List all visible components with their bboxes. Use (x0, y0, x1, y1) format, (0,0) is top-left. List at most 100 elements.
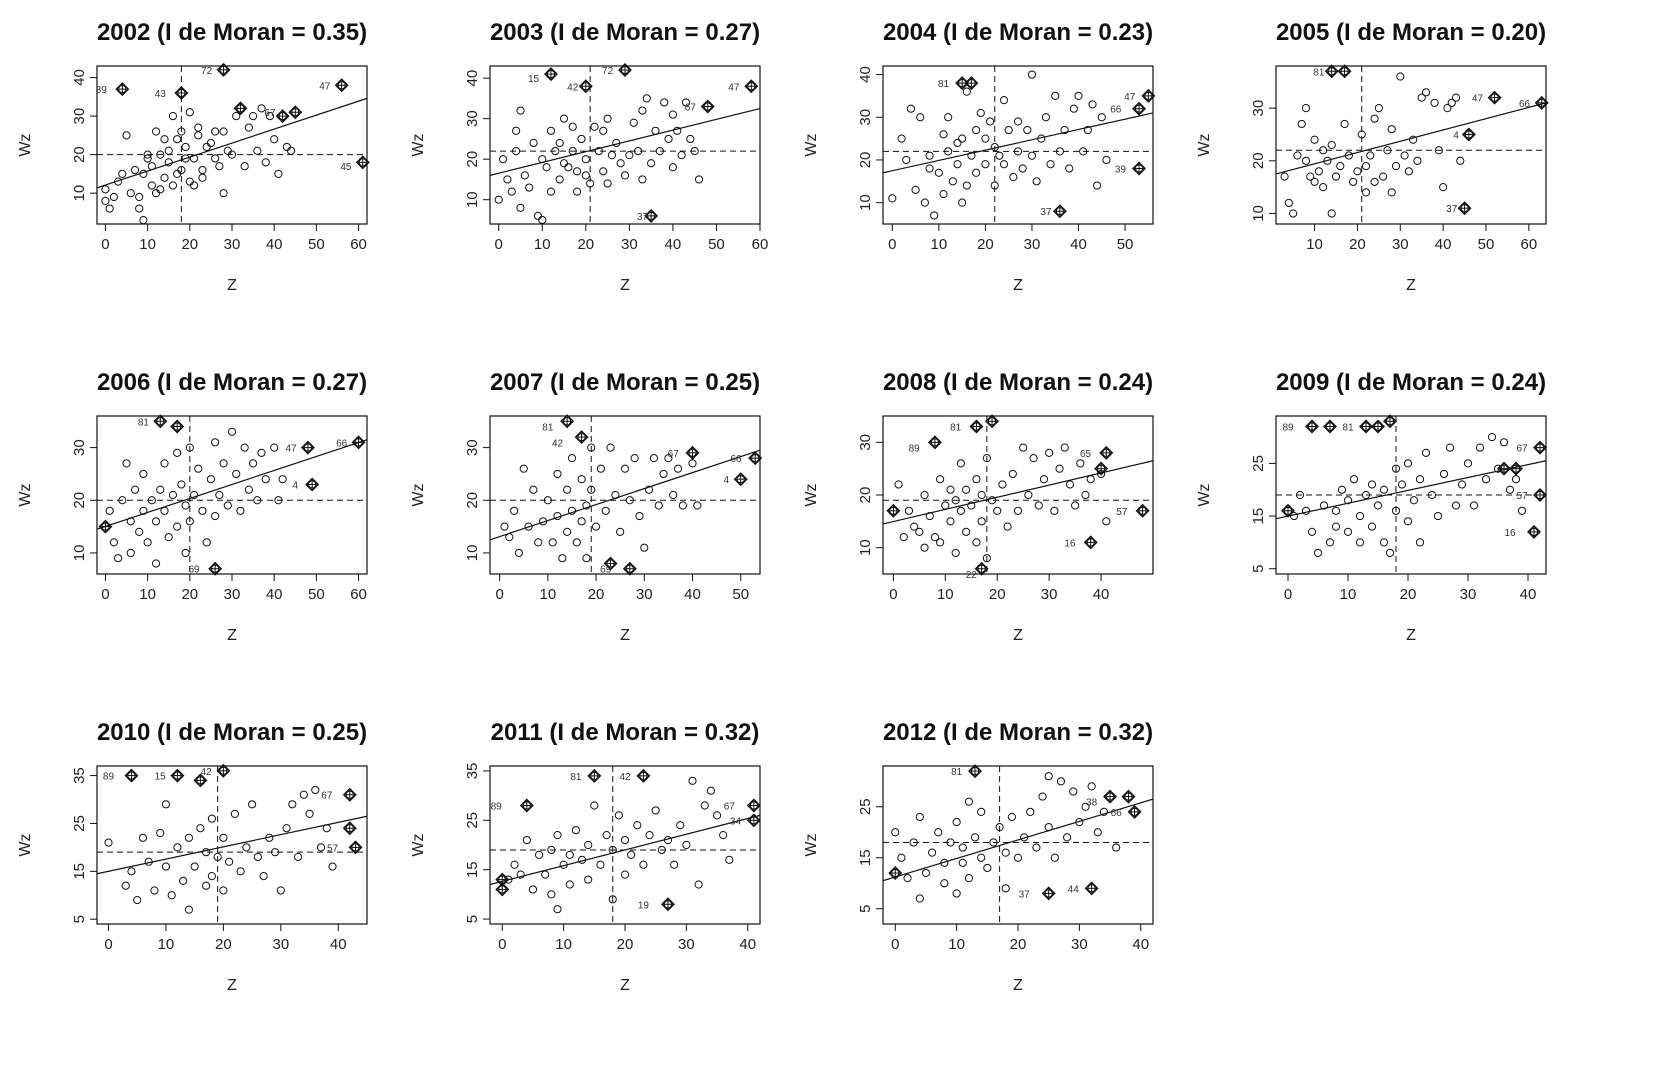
data-point (1065, 164, 1074, 173)
influential-point (927, 435, 942, 450)
data-point (512, 126, 521, 135)
data-point (1385, 548, 1395, 558)
y-tick-label: 5 (857, 905, 874, 913)
data-point (1001, 884, 1010, 893)
x-axis-label: Z (1406, 277, 1416, 294)
data-point (977, 807, 986, 816)
panel-2003: 2003 (I de Moran = 0.27) 0 10 20 30 40 50 60 10 2… (410, 19, 768, 294)
data-point (322, 824, 331, 833)
influential-point (1509, 461, 1523, 476)
data-point (1355, 538, 1365, 547)
data-point (915, 812, 924, 822)
data-point (920, 543, 929, 552)
influential-point (1324, 64, 1339, 79)
x-tick-label: 10 (555, 936, 572, 953)
data-point (1314, 167, 1323, 176)
influential-point (124, 768, 139, 783)
influential-point (1383, 414, 1397, 429)
data-point (1046, 160, 1055, 169)
influential-point (115, 82, 130, 97)
data-point (1415, 538, 1425, 547)
data-point (925, 164, 934, 173)
regression-line (96, 97, 368, 189)
influential-point (1359, 419, 1373, 434)
y-tick-label: 30 (71, 439, 88, 456)
panel-2012: 2012 (I de Moran = 0.32) 0 10 20 30 40 5 15 25 Z W… (803, 719, 1154, 994)
data-point (1102, 517, 1111, 526)
data-point (897, 853, 906, 862)
data-point (538, 215, 547, 225)
data-point (207, 814, 216, 823)
point-id-label: 42 (567, 82, 579, 93)
data-point (227, 150, 237, 159)
data-point (989, 838, 998, 847)
plot-frame (882, 415, 1154, 575)
influential-point (153, 414, 168, 429)
x-axis-label: Z (620, 277, 630, 294)
data-point (1032, 177, 1041, 186)
data-point (1343, 527, 1353, 536)
data-point (121, 881, 130, 890)
y-tick-label: 40 (857, 66, 874, 83)
data-point (534, 538, 543, 547)
y-tick-label: 25 (464, 812, 481, 829)
data-point (1069, 787, 1078, 796)
y-axis-label: Wz (803, 483, 820, 506)
data-point (138, 833, 148, 842)
data-point (690, 146, 699, 156)
data-point (151, 559, 161, 568)
data-point (219, 127, 228, 136)
y-axis-label: Wz (803, 133, 820, 156)
y-tick-label: 10 (71, 545, 88, 562)
data-point (156, 485, 165, 494)
point-id-label: 89 (1282, 423, 1294, 434)
influential-point (170, 768, 185, 783)
data-point (202, 142, 211, 152)
x-tick-label: 30 (678, 936, 695, 953)
data-point (516, 106, 525, 115)
data-point (219, 459, 228, 468)
data-point (236, 506, 245, 515)
data-point (227, 427, 237, 436)
data-point (139, 469, 148, 479)
y-tick-label: 30 (464, 439, 481, 456)
data-point (940, 879, 949, 888)
data-point (1319, 183, 1328, 192)
point-id-label: 37 (1446, 204, 1458, 215)
data-point (1055, 464, 1064, 473)
data-point (1044, 772, 1053, 781)
influential-point (1127, 804, 1142, 819)
data-point (105, 204, 114, 213)
data-point (270, 443, 279, 452)
data-point (577, 475, 586, 484)
x-tick-label: 50 (308, 236, 325, 253)
data-point (633, 146, 643, 156)
influential-point (886, 503, 901, 518)
x-tick-label: 50 (708, 236, 725, 253)
x-axis-label: Z (1013, 277, 1023, 294)
data-point (1313, 548, 1323, 558)
data-point (498, 155, 508, 164)
data-point (184, 833, 194, 842)
data-point (1349, 475, 1359, 484)
data-point (686, 134, 695, 144)
x-tick-label: 20 (215, 936, 232, 953)
plot-frame (489, 765, 761, 925)
regression-line (882, 798, 1154, 882)
data-point (207, 872, 216, 881)
data-point (1366, 151, 1375, 160)
data-point (630, 454, 639, 463)
data-point (1083, 125, 1092, 135)
panel-title: 2005 (I de Moran = 0.20) (1276, 19, 1546, 46)
data-point (951, 548, 960, 558)
x-tick-label: 0 (495, 586, 503, 603)
panel-title: 2010 (I de Moran = 0.25) (97, 719, 367, 746)
data-point (1023, 125, 1032, 135)
data-point (109, 538, 118, 547)
data-point (660, 98, 669, 107)
data-point (990, 181, 999, 190)
plot-frame (96, 765, 368, 925)
data-point (253, 852, 262, 862)
data-point (248, 459, 258, 468)
